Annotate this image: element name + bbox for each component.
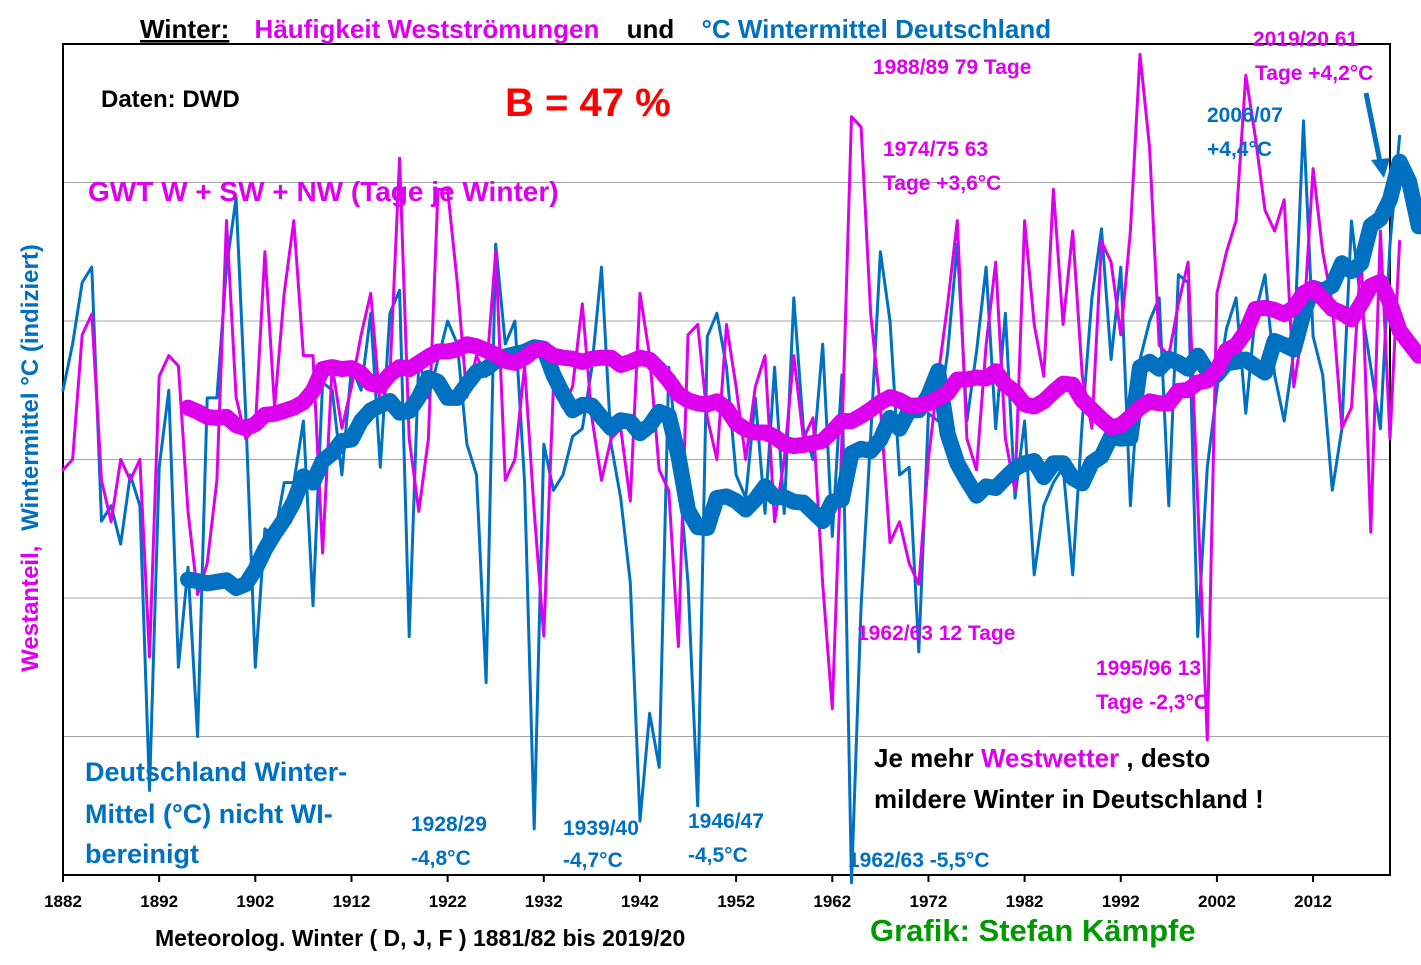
title-magenta: Häufigkeit Westströmungen [255, 14, 600, 44]
plot-frame [62, 43, 1391, 876]
west-smooth-line [180, 273, 1421, 454]
annot-1988: 1988/89 79 Tage [873, 56, 1031, 79]
annot-1995-line2: Tage -2,3°C [1096, 691, 1209, 714]
annot-1962-west: 1962/63 12 Tage [857, 622, 1015, 645]
x-tick-label: 1922 [429, 892, 467, 911]
annot-2006-line2: +4,4°C [1207, 138, 1272, 161]
conclusion-line1: Je mehr Westwetter , desto [874, 743, 1210, 773]
chart-title: Winter: Häufigkeit Westströmungen und °C… [140, 14, 1051, 44]
annot-1946-line1: 1946/47 [688, 810, 764, 833]
annot-1946-line2: -4,5°C [688, 844, 748, 867]
annot-2019-line1: 2019/20 61 [1253, 28, 1358, 51]
annot-1939-line2: -4,7°C [563, 849, 623, 872]
conclusion-a: Je mehr [874, 743, 981, 773]
annot-1928-line1: 1928/29 [411, 813, 487, 836]
x-tick-label: 1882 [44, 892, 82, 911]
annot-1939-line1: 1939/40 [563, 817, 639, 840]
annot-2006-line1: 2006/07 [1207, 104, 1283, 127]
x-tick-label: 1982 [1006, 892, 1044, 911]
x-tick-label: 1902 [236, 892, 274, 911]
conclusion-line2: mildere Winter in Deutschland ! [874, 784, 1264, 814]
series-group [61, 52, 1421, 885]
annot-1995-line1: 1995/96 13 [1096, 657, 1201, 680]
conclusion-c: , desto [1126, 743, 1210, 773]
legend-temp-line1: Deutschland Winter- [85, 757, 347, 787]
annot-1928-line2: -4,8°C [411, 847, 471, 870]
legend-temp-line2: Mittel (°C) nicht WI- [85, 799, 333, 829]
annot-2019-line2: Tage +4,2°C [1255, 62, 1373, 85]
x-axis: 1882 1892 1902 1912 1922 1932 1942 1952 1962 1972… [44, 875, 1332, 911]
annot-1974-line1: 1974/75 63 [883, 138, 988, 161]
x-tick-label: 2002 [1198, 892, 1236, 911]
annot-1974-line2: Tage +3,6°C [883, 172, 1001, 195]
x-axis-label: Meteorolog. Winter ( D, J, F ) 1881/82 b… [155, 925, 685, 951]
annot-1962-temp: 1962/63 -5,5°C [848, 849, 990, 872]
arrow-2019-head [1371, 158, 1390, 178]
x-tick-label: 1942 [621, 892, 659, 911]
x-tick-label: 2012 [1294, 892, 1332, 911]
title-black: und [627, 14, 675, 44]
west-series-line [61, 52, 1402, 742]
grid-lines [63, 182, 1390, 737]
arrow-2019 [1363, 92, 1383, 163]
credit-text: Grafik: Stefan Kämpfe [870, 913, 1196, 948]
source-label: Daten: DWD [101, 86, 240, 113]
y-label-blue: Wintermittel °C (indiziert) [17, 244, 44, 531]
x-tick-label: 1912 [333, 892, 371, 911]
title-prefix: Winter: [140, 14, 229, 44]
title-blue: °C Wintermittel Deutschland [701, 14, 1051, 44]
b-value: B = 47 % [505, 81, 671, 125]
y-axis-label: Westanteil, Wintermittel °C (indiziert) [17, 244, 44, 672]
conclusion-b: Westwetter [981, 743, 1119, 773]
x-tick-label: 1892 [140, 892, 178, 911]
legend-temp-line3: bereinigt [85, 839, 199, 869]
legend-west: GWT W + SW + NW (Tage je Winter) [88, 176, 559, 207]
x-tick-label: 1972 [910, 892, 948, 911]
x-tick-label: 1992 [1102, 892, 1140, 911]
x-tick-label: 1932 [525, 892, 563, 911]
x-tick-label: 1962 [813, 892, 851, 911]
x-tick-label: 1952 [717, 892, 755, 911]
y-label-magenta: Westanteil, [17, 546, 44, 672]
